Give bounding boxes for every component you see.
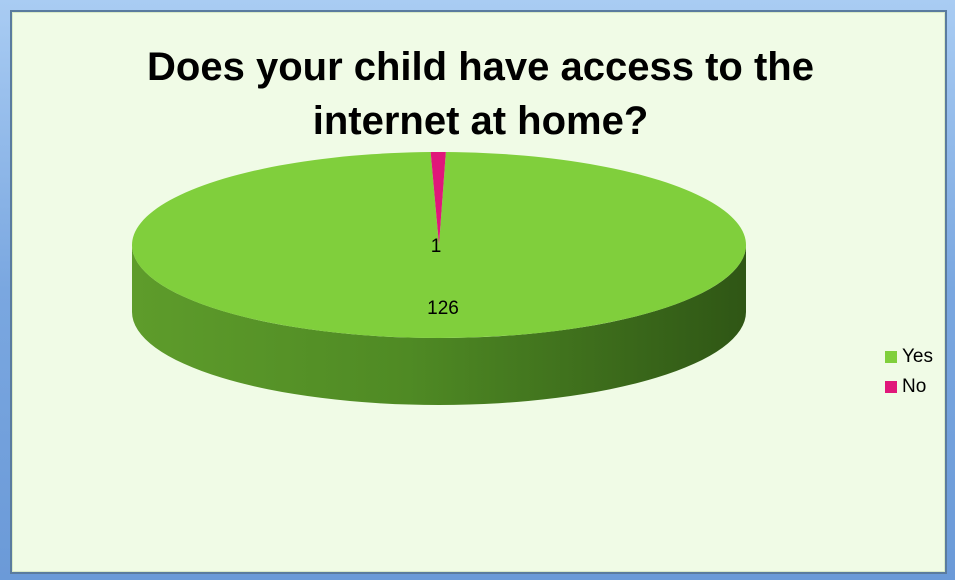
pie-slice-yes xyxy=(132,152,747,338)
pie-chart: 126 1 xyxy=(132,152,747,405)
chart-legend: Yes No xyxy=(885,342,933,402)
legend-label-no: No xyxy=(902,376,927,397)
pie-side-yes xyxy=(132,245,746,405)
legend-item-yes: Yes xyxy=(885,342,933,372)
chart-area: Does your child have access to the inter… xyxy=(10,10,947,574)
pie-side-group xyxy=(132,245,746,405)
legend-item-no: No xyxy=(885,372,933,402)
pie-top-group xyxy=(132,152,747,338)
pie-slice-no xyxy=(430,152,446,245)
chart-title-line-2: internet at home? xyxy=(312,99,649,143)
data-label-yes: 126 xyxy=(427,298,459,319)
chart-title-line-1: Does your child have access to the xyxy=(147,45,814,89)
legend-swatch-yes xyxy=(885,351,897,363)
data-label-no: 1 xyxy=(431,236,442,257)
pie-label-group: 126 1 xyxy=(427,236,459,319)
legend-swatch-no xyxy=(885,381,897,393)
legend-label-yes: Yes xyxy=(902,346,933,367)
chart-title: Does your child have access to the inter… xyxy=(12,40,949,148)
